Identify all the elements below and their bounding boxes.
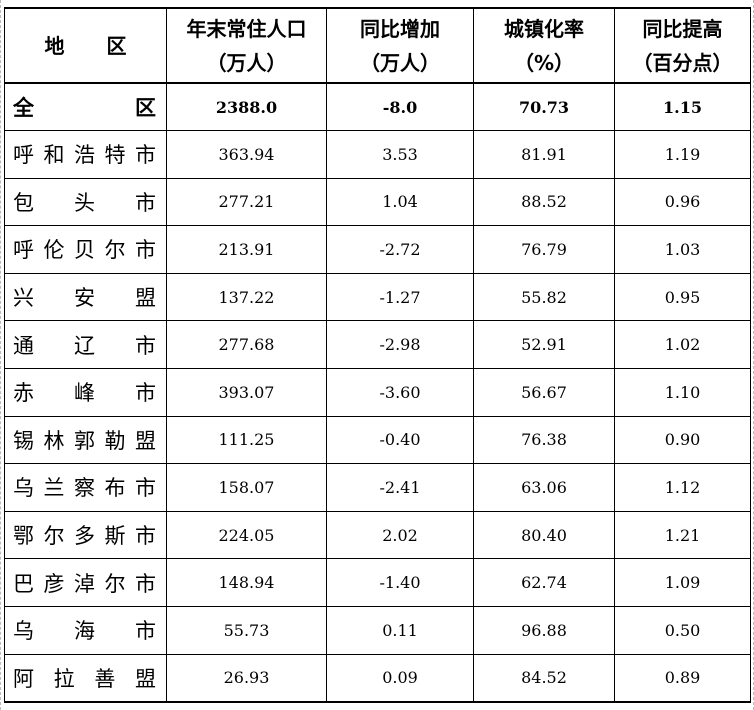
cell-urbanization: 62.74: [473, 558, 615, 607]
header-population: 年末常住人口 （万人）: [166, 7, 327, 84]
table-row: 通辽市 277.68 -2.98 52.91 1.02: [4, 320, 751, 369]
cell-region: 全区: [4, 82, 167, 131]
cell-rise: 0.95: [614, 272, 751, 322]
cell-urbanization: 80.40: [473, 510, 615, 560]
cell-region: 兴安盟: [4, 272, 167, 322]
cell-region: 阿拉善盟: [4, 653, 167, 704]
cell-rise: 1.10: [614, 367, 751, 417]
cell-region: 呼和浩特市: [4, 130, 167, 179]
cell-increase: 3.53: [326, 130, 474, 179]
cell-increase: -8.0: [326, 82, 474, 131]
cell-increase: -3.60: [326, 367, 474, 417]
cell-urbanization: 63.06: [473, 463, 615, 512]
cell-rise: 1.12: [614, 463, 751, 512]
cell-urbanization: 55.82: [473, 272, 615, 322]
cell-increase: 0.11: [326, 605, 474, 655]
header-rise: 同比提高 （百分点）: [614, 7, 751, 84]
cell-rise: 1.15: [614, 82, 751, 131]
cell-rise: 0.50: [614, 605, 751, 655]
header-urbanization: 城镇化率 （%）: [473, 7, 615, 84]
cell-urbanization: 96.88: [473, 605, 615, 655]
page-guide-left: [0, 0, 1, 710]
cell-region: 巴彦淖尔市: [4, 558, 167, 607]
table-row: 乌兰察布市 158.07 -2.41 63.06 1.12: [4, 463, 751, 512]
population-urbanization-table: 地 区 年末常住人口 （万人） 同比增加 （万人） 城镇化率 （%） 同比提高 （百分点…: [4, 7, 751, 704]
table-row: 呼伦贝尔市 213.91 -2.72 76.79 1.03: [4, 225, 751, 274]
cell-increase: -2.72: [326, 225, 474, 274]
cell-rise: 1.19: [614, 130, 751, 179]
cell-region: 锡林郭勒盟: [4, 415, 167, 465]
cell-urbanization: 81.91: [473, 130, 615, 179]
cell-region: 赤峰市: [4, 367, 167, 417]
cell-population: 2388.0: [166, 82, 327, 131]
cell-urbanization: 56.67: [473, 367, 615, 417]
cell-rise: 0.89: [614, 653, 751, 704]
header-increase: 同比增加 （万人）: [326, 7, 474, 84]
cell-rise: 0.90: [614, 415, 751, 465]
cell-urbanization: 84.52: [473, 653, 615, 704]
cell-rise: 1.03: [614, 225, 751, 274]
cell-rise: 1.02: [614, 320, 751, 369]
cell-population: 224.05: [166, 510, 327, 560]
cell-increase: 0.09: [326, 653, 474, 704]
cell-urbanization: 70.73: [473, 82, 615, 131]
cell-population: 393.07: [166, 367, 327, 417]
cell-region: 呼伦贝尔市: [4, 225, 167, 274]
cell-region: 通辽市: [4, 320, 167, 369]
cell-increase: -2.41: [326, 463, 474, 512]
header-region: 地 区: [4, 7, 167, 84]
table-row: 兴安盟 137.22 -1.27 55.82 0.95: [4, 272, 751, 322]
table-row: 锡林郭勒盟 111.25 -0.40 76.38 0.90: [4, 415, 751, 465]
cell-urbanization: 88.52: [473, 177, 615, 227]
cell-rise: 1.09: [614, 558, 751, 607]
table-row: 赤峰市 393.07 -3.60 56.67 1.10: [4, 367, 751, 417]
table-row: 乌海市 55.73 0.11 96.88 0.50: [4, 605, 751, 655]
cell-increase: -2.98: [326, 320, 474, 369]
cell-population: 55.73: [166, 605, 327, 655]
cell-increase: -0.40: [326, 415, 474, 465]
cell-urbanization: 76.38: [473, 415, 615, 465]
cell-rise: 0.96: [614, 177, 751, 227]
cell-increase: 1.04: [326, 177, 474, 227]
cell-population: 148.94: [166, 558, 327, 607]
table-row: 鄂尔多斯市 224.05 2.02 80.40 1.21: [4, 510, 751, 560]
cell-urbanization: 52.91: [473, 320, 615, 369]
cell-urbanization: 76.79: [473, 225, 615, 274]
cell-population: 277.21: [166, 177, 327, 227]
cell-region: 乌海市: [4, 605, 167, 655]
cell-region: 乌兰察布市: [4, 463, 167, 512]
header-row: 地 区 年末常住人口 （万人） 同比增加 （万人） 城镇化率 （%） 同比提高 （百分点…: [4, 7, 751, 84]
cell-rise: 1.21: [614, 510, 751, 560]
cell-population: 111.25: [166, 415, 327, 465]
table-row-total: 全区 2388.0 -8.0 70.73 1.15: [4, 82, 751, 131]
cell-region: 鄂尔多斯市: [4, 510, 167, 560]
cell-population: 137.22: [166, 272, 327, 322]
cell-population: 26.93: [166, 653, 327, 704]
cell-population: 363.94: [166, 130, 327, 179]
cell-increase: -1.40: [326, 558, 474, 607]
cell-region: 包头市: [4, 177, 167, 227]
table-row: 包头市 277.21 1.04 88.52 0.96: [4, 177, 751, 227]
cell-population: 158.07: [166, 463, 327, 512]
cell-increase: -1.27: [326, 272, 474, 322]
cell-population: 277.68: [166, 320, 327, 369]
table-row: 巴彦淖尔市 148.94 -1.40 62.74 1.09: [4, 558, 751, 607]
table-row: 呼和浩特市 363.94 3.53 81.91 1.19: [4, 130, 751, 179]
table-row: 阿拉善盟 26.93 0.09 84.52 0.89: [4, 653, 751, 704]
cell-increase: 2.02: [326, 510, 474, 560]
cell-population: 213.91: [166, 225, 327, 274]
